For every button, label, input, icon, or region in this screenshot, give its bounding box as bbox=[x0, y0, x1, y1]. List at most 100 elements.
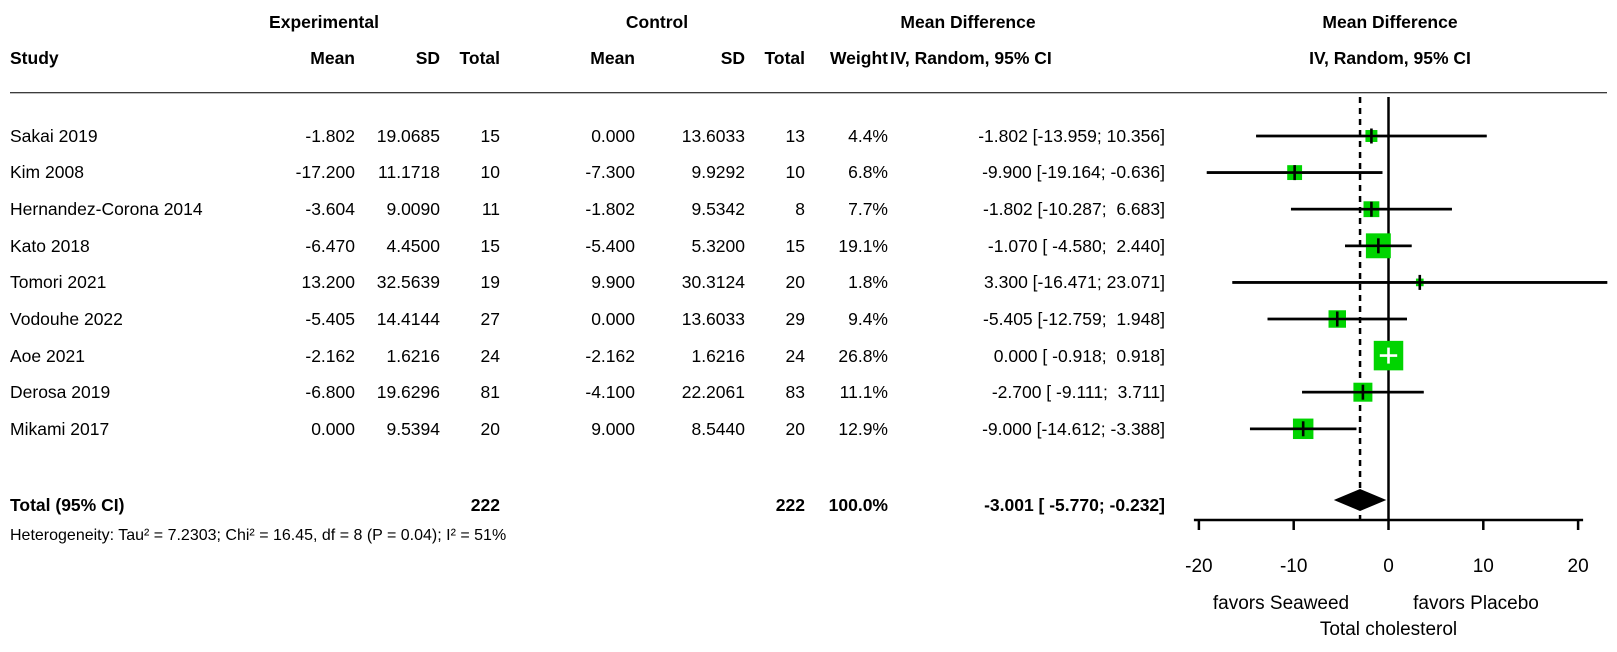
ctrl-sd: 9.9292 bbox=[691, 162, 745, 182]
weight: 6.8% bbox=[848, 162, 888, 182]
exp-mean: -3.604 bbox=[305, 199, 355, 219]
ctrl-mean: -7.300 bbox=[585, 162, 635, 182]
favors-left-label: favors Seaweed bbox=[1213, 593, 1349, 614]
total-ctrl-n: 222 bbox=[775, 495, 805, 515]
ctrl-sd: 13.6033 bbox=[681, 309, 745, 329]
col-header-exp-total: Total bbox=[459, 48, 500, 68]
ctrl-mean: -2.162 bbox=[585, 346, 635, 366]
ctrl-total: 15 bbox=[785, 236, 805, 256]
weight: 12.9% bbox=[838, 419, 888, 439]
col-header-exp-mean: Mean bbox=[310, 48, 355, 68]
study-name: Derosa 2019 bbox=[10, 382, 111, 402]
exp-mean: -1.802 bbox=[305, 126, 355, 146]
md-ci-text: -1.802 [-10.287; 6.683] bbox=[983, 199, 1165, 219]
x-axis-tick-label: 0 bbox=[1383, 556, 1394, 577]
outcome-caption: Total cholesterol bbox=[1320, 619, 1457, 640]
exp-sd: 19.0685 bbox=[376, 126, 440, 146]
study-row: Mikami 2017 0.000 9.5394 20 9.000 8.5440… bbox=[10, 418, 1165, 440]
exp-total: 20 bbox=[480, 419, 500, 439]
md-ci-text: -9.000 [-14.612; -3.388] bbox=[982, 419, 1165, 439]
ctrl-mean: -5.400 bbox=[585, 236, 635, 256]
ctrl-mean: -4.100 bbox=[585, 382, 635, 402]
total-label: Total (95% CI) bbox=[10, 495, 125, 515]
exp-sd: 11.1718 bbox=[378, 162, 440, 182]
ctrl-total: 20 bbox=[785, 419, 805, 439]
heterogeneity-stats: Heterogeneity: Tau² = 7.2303; Chi² = 16.… bbox=[10, 527, 507, 544]
study-name: Aoe 2021 bbox=[10, 346, 85, 366]
ctrl-mean: -1.802 bbox=[585, 199, 635, 219]
exp-mean: -6.800 bbox=[305, 382, 355, 402]
study-row: Sakai 2019 -1.802 19.0685 15 0.000 13.60… bbox=[10, 125, 1165, 147]
study-name: Vodouhe 2022 bbox=[10, 309, 123, 329]
weight: 7.7% bbox=[848, 199, 888, 219]
ctrl-sd: 22.2061 bbox=[681, 382, 745, 402]
study-row: Vodouhe 2022 -5.405 14.4144 27 0.000 13.… bbox=[10, 308, 1165, 330]
exp-sd: 1.6216 bbox=[386, 346, 440, 366]
study-name: Hernandez-Corona 2014 bbox=[10, 199, 203, 219]
x-axis-tick-label: 20 bbox=[1568, 556, 1589, 577]
exp-total: 15 bbox=[480, 126, 500, 146]
study-name: Sakai 2019 bbox=[10, 126, 98, 146]
total-weight: 100.0% bbox=[828, 495, 888, 515]
ctrl-mean: 0.000 bbox=[591, 126, 635, 146]
ctrl-sd: 13.6033 bbox=[681, 126, 745, 146]
ctrl-mean: 0.000 bbox=[591, 309, 635, 329]
col-header-exp-sd: SD bbox=[415, 48, 440, 68]
ctrl-total: 10 bbox=[785, 162, 805, 182]
study-row: Kim 2008 -17.200 11.1718 10 -7.300 9.929… bbox=[10, 161, 1165, 183]
exp-total: 24 bbox=[480, 346, 500, 366]
exp-sd: 9.5394 bbox=[386, 419, 440, 439]
exp-total: 10 bbox=[480, 162, 500, 182]
study-name: Kato 2018 bbox=[10, 236, 90, 256]
study-name: Tomori 2021 bbox=[10, 272, 107, 292]
x-axis-tick-label: -20 bbox=[1185, 556, 1212, 577]
weight: 19.1% bbox=[838, 236, 888, 256]
exp-total: 15 bbox=[480, 236, 500, 256]
col-header-ctrl-mean: Mean bbox=[590, 48, 635, 68]
exp-sd: 32.5639 bbox=[376, 272, 440, 292]
x-axis-tick-label: 10 bbox=[1473, 556, 1494, 577]
ctrl-total: 24 bbox=[785, 346, 805, 366]
ctrl-sd: 9.5342 bbox=[691, 199, 745, 219]
ctrl-sd: 30.3124 bbox=[681, 272, 745, 292]
study-row: Derosa 2019 -6.800 19.6296 81 -4.100 22.… bbox=[10, 381, 1165, 403]
total-row: Total (95% CI) 222 222 100.0% -3.001 [ -… bbox=[10, 494, 1165, 516]
x-axis-tick-label: -10 bbox=[1280, 556, 1307, 577]
exp-mean: -6.470 bbox=[305, 236, 355, 256]
col-header-iv-random-ci-plot: IV, Random, 95% CI bbox=[1309, 48, 1471, 68]
exp-total: 19 bbox=[480, 272, 500, 292]
ctrl-total: 13 bbox=[785, 126, 805, 146]
header-group-control: Control bbox=[625, 12, 689, 32]
exp-mean: 13.200 bbox=[301, 272, 355, 292]
study-name: Mikami 2017 bbox=[10, 419, 110, 439]
weight: 4.4% bbox=[848, 126, 888, 146]
header-group-mean-difference-plot: Mean Difference bbox=[1322, 12, 1458, 32]
ctrl-total: 20 bbox=[785, 272, 805, 292]
ctrl-mean: 9.000 bbox=[591, 419, 635, 439]
ctrl-total: 29 bbox=[785, 309, 805, 329]
exp-total: 27 bbox=[480, 309, 500, 329]
col-header-iv-random-ci: IV, Random, 95% CI bbox=[890, 48, 1052, 68]
study-row: Tomori 2021 13.200 32.5639 19 9.900 30.3… bbox=[10, 271, 1165, 293]
col-header-weight: Weight bbox=[829, 48, 888, 68]
column-header-row: Study Mean SD Total Mean SD Total Weight… bbox=[10, 47, 1165, 69]
exp-sd: 9.0090 bbox=[386, 199, 440, 219]
header-group-mean-difference-values: Mean Difference bbox=[900, 12, 1036, 32]
exp-mean: 0.000 bbox=[311, 419, 355, 439]
weight: 1.8% bbox=[848, 272, 888, 292]
study-row: Kato 2018 -6.470 4.4500 15 -5.400 5.3200… bbox=[10, 235, 1165, 257]
ctrl-mean: 9.900 bbox=[591, 272, 635, 292]
total-exp-n: 222 bbox=[470, 495, 500, 515]
header-group-experimental: Experimental bbox=[269, 12, 379, 32]
exp-sd: 19.6296 bbox=[376, 382, 440, 402]
ctrl-sd: 8.5440 bbox=[691, 419, 745, 439]
study-row: Hernandez-Corona 2014 -3.604 9.0090 11 -… bbox=[10, 198, 1165, 220]
md-ci-text: -1.070 [ -4.580; 2.440] bbox=[987, 236, 1165, 256]
md-ci-text: -2.700 [ -9.111; 3.711] bbox=[991, 382, 1165, 402]
exp-total: 11 bbox=[481, 199, 500, 219]
exp-mean: -2.162 bbox=[305, 346, 355, 366]
header-separator-line bbox=[10, 92, 1607, 94]
weight: 11.1% bbox=[839, 382, 888, 402]
